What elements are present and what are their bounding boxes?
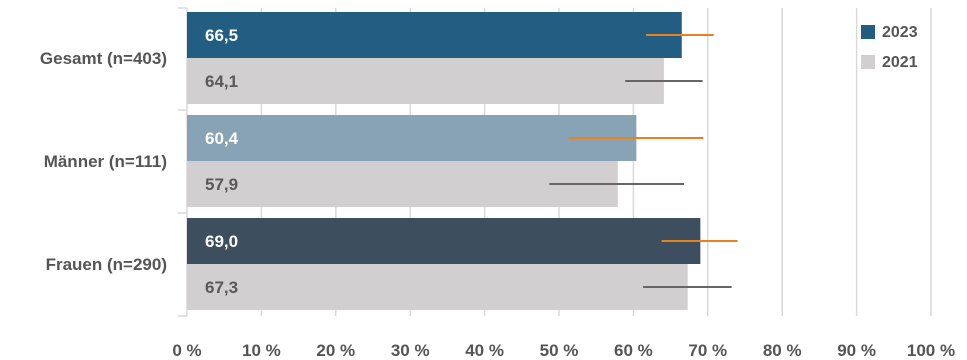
category-label-1: Männer (n=111) <box>44 152 167 171</box>
x-tick-label-60: 60 % <box>614 341 653 360</box>
category-labels: Gesamt (n=403) Männer (n=111) Frauen (n=29… <box>40 49 167 274</box>
x-tick-label-90: 90 % <box>837 341 876 360</box>
legend-label-2023: 2023 <box>882 24 918 41</box>
bar-2021-1 <box>187 161 618 207</box>
x-tick-label-20: 20 % <box>316 341 355 360</box>
value-label-2023-0: 66,5 <box>205 26 238 45</box>
x-tick-label-10: 10 % <box>242 341 281 360</box>
category-label-0: Gesamt (n=403) <box>40 49 167 68</box>
legend-label-2021: 2021 <box>882 54 918 71</box>
value-label-2021-0: 64,1 <box>205 72 238 91</box>
bar-2023-0 <box>187 12 682 58</box>
legend-swatch-2021 <box>861 55 875 69</box>
value-labels: 66,5 60,4 69,0 64,1 57,9 67,3 <box>205 26 239 297</box>
x-tick-labels: 0 % 10 % 20 % 30 % 40 % 50 % 60 % 70 % 80 % 90 % 1… <box>172 341 955 360</box>
value-label-2021-2: 67,3 <box>205 278 238 297</box>
category-label-2: Frauen (n=290) <box>46 255 167 274</box>
value-label-2021-1: 57,9 <box>205 175 238 194</box>
x-tick-label-100: 100 % <box>907 341 955 360</box>
bars <box>187 12 701 310</box>
bar-2021-0 <box>187 58 664 104</box>
bar-2021-2 <box>187 264 688 310</box>
value-label-2023-2: 69,0 <box>205 232 238 251</box>
value-label-2023-1: 60,4 <box>205 129 239 148</box>
bar-2023-1 <box>187 115 637 161</box>
error-bars <box>549 34 738 288</box>
x-tick-label-30: 30 % <box>391 341 430 360</box>
x-tick-label-80: 80 % <box>763 341 802 360</box>
legend-swatch-2023 <box>861 25 875 39</box>
bar-2023-2 <box>187 218 701 264</box>
x-tick-label-40: 40 % <box>465 341 504 360</box>
legend: 2023 2021 <box>861 24 918 71</box>
x-tick-label-70: 70 % <box>688 341 727 360</box>
x-tick-label-0: 0 % <box>172 341 201 360</box>
x-tick-label-50: 50 % <box>540 341 579 360</box>
